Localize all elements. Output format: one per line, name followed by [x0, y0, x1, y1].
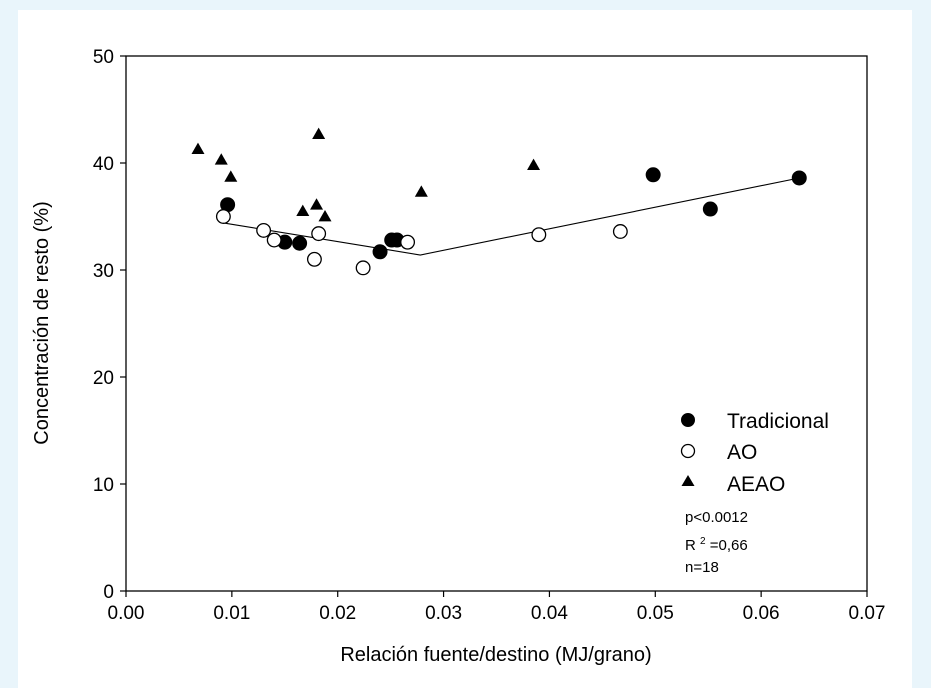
point-ao [256, 222, 272, 238]
x-tick-label: 0.06 [743, 603, 780, 624]
legend-marker-ao [680, 443, 696, 459]
stat-r-value: =0,66 [710, 537, 748, 554]
plot-card: Concentración de resto (%) Relación fuen… [18, 10, 912, 688]
legend-label-tradicional: Tradicional [727, 410, 829, 433]
y-axis-title: Concentración de resto (%) [31, 201, 53, 444]
y-tick-label: 10 [93, 475, 114, 496]
x-tick-label: 0.01 [213, 603, 250, 624]
point-ao [215, 209, 231, 224]
x-tick-label: 0.00 [108, 603, 145, 624]
legend-marker-tradicional [681, 413, 695, 427]
regression-fit-line [223, 177, 800, 256]
stat-r-exponent: 2 [700, 536, 706, 547]
point-tradicional [292, 235, 308, 251]
axis-ticks: 0.00 0.01 0.02 0.03 0.04 0.05 0.06 0.07 0 10 20 30 4… [93, 47, 886, 624]
y-tick-label: 20 [93, 368, 114, 389]
point-aeao [224, 170, 238, 182]
scatter-chart: Concentración de resto (%) Relación fuen… [31, 47, 886, 666]
stat-r-squared: R 2 =0,66 [685, 531, 748, 554]
point-aeao [214, 153, 228, 165]
point-ao [355, 260, 371, 276]
point-ao [400, 234, 416, 250]
point-ao [311, 226, 327, 242]
stat-r-letter: R [685, 537, 696, 554]
x-axis-title: Relación fuente/destino (MJ/grano) [340, 644, 651, 666]
point-aeao [296, 204, 310, 217]
point-ao [266, 232, 282, 248]
point-aeao [527, 158, 541, 171]
point-aeao [414, 185, 428, 197]
point-tradicional [791, 170, 807, 186]
regression-stats: p<0.0012 R 2 =0,66 n=18 [685, 509, 748, 576]
legend-label-aeao: AEAO [727, 473, 785, 496]
point-tradicional [702, 201, 718, 217]
y-tick-label: 50 [93, 47, 114, 68]
point-tradicional [372, 244, 388, 260]
x-tick-label: 0.03 [425, 603, 462, 624]
point-ao [612, 224, 628, 239]
point-aeao [191, 142, 205, 154]
legend-marker-aeao [681, 475, 695, 486]
legend: Tradicional AO AEAO [680, 410, 829, 496]
stat-n: n=18 [685, 559, 719, 576]
legend-label-ao: AO [727, 441, 757, 464]
y-tick-label: 30 [93, 261, 114, 282]
plot-area-frame [125, 55, 868, 592]
x-tick-label: 0.02 [319, 603, 356, 624]
stat-p-value: p<0.0012 [685, 509, 748, 526]
fit-line [223, 177, 800, 256]
point-ao [306, 251, 322, 267]
data-points [191, 127, 807, 276]
y-tick-label: 0 [103, 582, 114, 603]
y-tick-label: 40 [93, 154, 114, 175]
point-aeao [318, 210, 332, 222]
x-tick-label: 0.05 [637, 603, 674, 624]
point-ao [531, 227, 547, 243]
point-aeao [310, 198, 324, 210]
x-tick-label: 0.07 [849, 603, 886, 624]
point-tradicional [645, 167, 661, 183]
x-tick-label: 0.04 [531, 603, 568, 624]
point-aeao [312, 127, 326, 139]
